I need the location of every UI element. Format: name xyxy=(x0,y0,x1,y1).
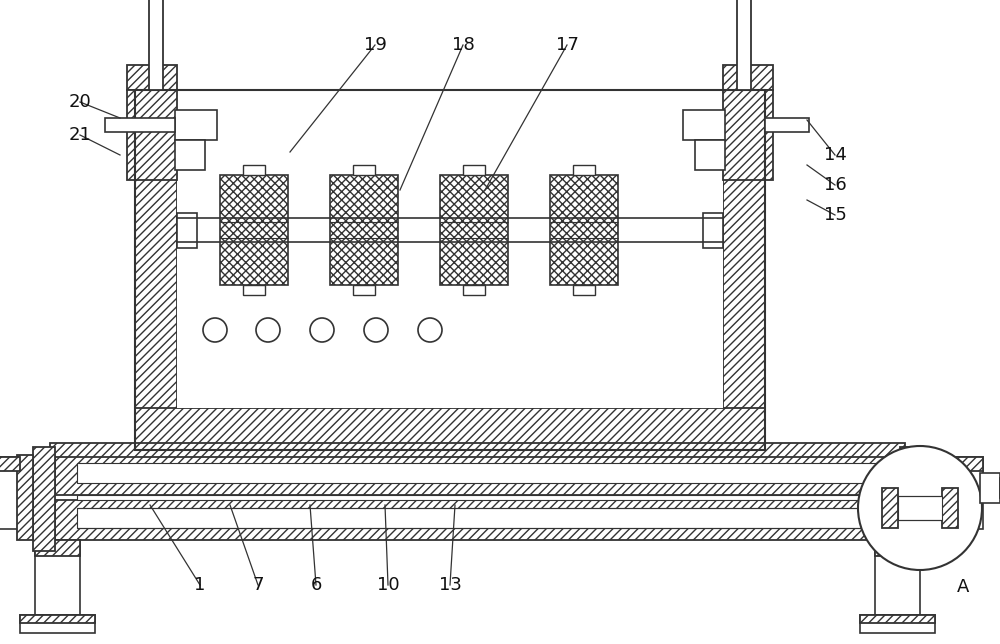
Bar xyxy=(353,285,375,295)
Circle shape xyxy=(418,318,442,342)
Bar xyxy=(723,90,773,180)
Bar xyxy=(243,165,265,175)
Bar xyxy=(127,65,177,90)
Text: 21: 21 xyxy=(69,126,91,144)
Bar xyxy=(875,540,920,556)
Bar xyxy=(860,615,935,633)
Bar xyxy=(35,540,80,556)
Text: 18: 18 xyxy=(452,36,474,54)
Bar xyxy=(55,500,900,540)
Text: 14: 14 xyxy=(824,146,846,164)
Bar xyxy=(20,615,95,633)
Bar xyxy=(695,140,725,170)
Bar xyxy=(175,110,217,140)
Text: 15: 15 xyxy=(824,206,846,224)
Bar xyxy=(938,457,983,529)
Bar xyxy=(573,165,595,175)
Bar xyxy=(77,508,878,528)
Bar xyxy=(980,473,1000,503)
Bar xyxy=(440,175,508,285)
Bar xyxy=(550,175,618,285)
Bar xyxy=(177,90,723,408)
Bar xyxy=(77,463,878,483)
Bar xyxy=(882,488,898,528)
Bar xyxy=(938,457,983,471)
Circle shape xyxy=(203,318,227,342)
Bar xyxy=(0,457,20,471)
Circle shape xyxy=(256,318,280,342)
Text: 10: 10 xyxy=(377,576,399,594)
Bar xyxy=(50,443,905,457)
Text: 1: 1 xyxy=(194,576,206,594)
Bar xyxy=(723,90,765,450)
Bar xyxy=(105,118,175,132)
Circle shape xyxy=(310,318,334,342)
Bar xyxy=(17,455,33,540)
Bar xyxy=(463,165,485,175)
Bar xyxy=(220,175,288,285)
Bar xyxy=(177,213,197,248)
Bar xyxy=(723,65,773,90)
Text: 19: 19 xyxy=(364,36,386,54)
Bar xyxy=(127,90,177,180)
Bar xyxy=(898,496,942,520)
Bar xyxy=(875,540,920,615)
Text: A: A xyxy=(957,578,969,596)
Bar xyxy=(0,457,20,529)
Bar xyxy=(149,0,163,90)
Bar xyxy=(765,118,809,132)
Bar xyxy=(573,285,595,295)
Bar xyxy=(463,285,485,295)
Bar xyxy=(922,455,938,540)
Circle shape xyxy=(858,446,982,570)
Bar xyxy=(737,0,751,90)
Bar xyxy=(942,488,958,528)
Bar xyxy=(135,90,177,450)
Bar xyxy=(683,110,725,140)
Bar xyxy=(353,165,375,175)
Bar xyxy=(175,140,205,170)
Bar xyxy=(135,90,765,450)
Bar xyxy=(135,408,765,450)
Bar xyxy=(77,495,878,500)
Bar xyxy=(900,447,922,551)
Text: 13: 13 xyxy=(439,576,461,594)
Bar xyxy=(243,285,265,295)
Text: 7: 7 xyxy=(252,576,264,594)
Text: 16: 16 xyxy=(824,176,846,194)
Text: 17: 17 xyxy=(556,36,578,54)
Bar xyxy=(703,213,723,248)
Circle shape xyxy=(364,318,388,342)
Bar xyxy=(35,540,80,615)
Bar xyxy=(33,447,55,551)
Bar xyxy=(330,175,398,285)
Bar xyxy=(55,455,900,495)
Text: 6: 6 xyxy=(310,576,322,594)
Bar xyxy=(20,615,95,623)
Bar xyxy=(860,615,935,623)
Text: 20: 20 xyxy=(69,93,91,111)
